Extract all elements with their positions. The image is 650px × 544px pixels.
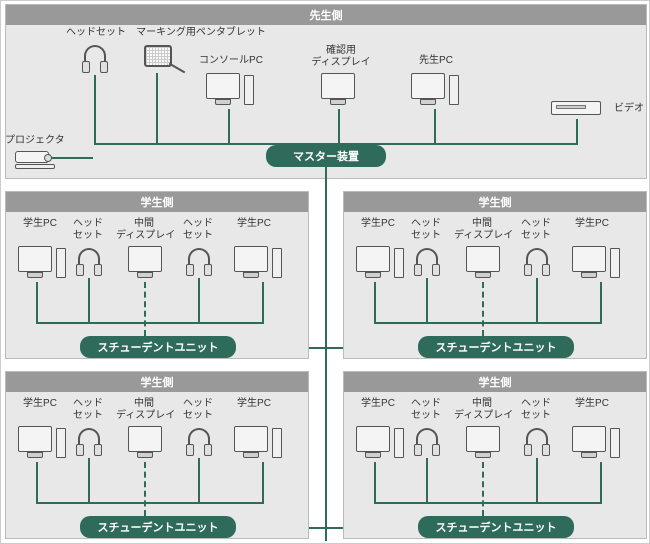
backbone-vertical xyxy=(325,165,327,541)
s4-mid-label: 中間 ディスプレイ xyxy=(454,398,510,422)
student-section-3: 学生側 学生PC ヘッド セット 中間 ディスプレイ ヘッド セット 学生PC … xyxy=(5,371,309,539)
student-header-2: 学生側 xyxy=(344,192,646,212)
s3-hs2-label: ヘッド セット xyxy=(178,398,218,422)
student-header-4: 学生側 xyxy=(344,372,646,392)
student-hub-4: スチューデントユニット xyxy=(418,516,574,538)
s4-mid-icon xyxy=(466,426,500,458)
teacher-section: 先生側 ヘッドセット マーキング用ペンタブレット コンソールPC 確認用 ディス… xyxy=(5,4,647,179)
s2-hs1-label: ヘッド セット xyxy=(406,218,446,242)
s3-pc2-icon xyxy=(234,426,268,458)
consolepc-icon xyxy=(206,73,240,105)
headset-label: ヘッドセット xyxy=(66,27,126,39)
teacher-header: 先生側 xyxy=(6,5,646,25)
video-label: ビデオ xyxy=(609,103,649,115)
s4-hs2-label: ヘッド セット xyxy=(516,398,556,422)
s2-pc2-icon xyxy=(572,246,606,278)
s1-pc2-label: 学生PC xyxy=(234,218,274,230)
s2-pc2-label: 学生PC xyxy=(572,218,612,230)
s1-hs1-icon xyxy=(78,248,100,270)
confirmdisplay-icon xyxy=(321,73,355,105)
student-header-3: 学生側 xyxy=(6,372,308,392)
s2-mid-icon xyxy=(466,246,500,278)
student-section-1: 学生側 学生PC ヘッド セット 中間 ディスプレイ ヘッド セット 学生PC … xyxy=(5,191,309,359)
student-hub-1: スチューデントユニット xyxy=(80,336,236,358)
vcr-icon xyxy=(551,101,601,115)
s3-mid-icon xyxy=(128,426,162,458)
s2-hs1-icon xyxy=(416,248,438,270)
s2-mid-label: 中間 ディスプレイ xyxy=(454,218,510,242)
s1-mid-label: 中間 ディスプレイ xyxy=(116,218,172,242)
tablet-label: マーキング用ペンタブレット xyxy=(136,27,266,39)
student-hub-3: スチューデントユニット xyxy=(80,516,236,538)
teacherpc-label: 先生PC xyxy=(406,55,466,67)
s3-hs1-label: ヘッド セット xyxy=(68,398,108,422)
s1-hs1-label: ヘッド セット xyxy=(68,218,108,242)
student-header-1: 学生側 xyxy=(6,192,308,212)
confirmdisplay-label: 確認用 ディスプレイ xyxy=(306,45,376,69)
network-diagram: 先生側 ヘッドセット マーキング用ペンタブレット コンソールPC 確認用 ディス… xyxy=(0,0,650,544)
s3-hs2-icon xyxy=(188,428,210,450)
s3-mid-label: 中間 ディスプレイ xyxy=(116,398,172,422)
s2-hs2-label: ヘッド セット xyxy=(516,218,556,242)
headset-icon xyxy=(84,45,106,67)
student-hub-2: スチューデントユニット xyxy=(418,336,574,358)
master-hub: マスター装置 xyxy=(266,145,386,167)
projector-label: プロジェクタ xyxy=(5,135,60,147)
s4-pc1-icon xyxy=(356,426,390,458)
s4-hs1-icon xyxy=(416,428,438,450)
student-section-4: 学生側 学生PC ヘッド セット 中間 ディスプレイ ヘッド セット 学生PC … xyxy=(343,371,647,539)
s1-pc2-icon xyxy=(234,246,268,278)
s4-pc2-icon xyxy=(572,426,606,458)
consolepc-label: コンソールPC xyxy=(196,55,266,67)
s1-pc1-label: 学生PC xyxy=(20,218,60,230)
s1-hs2-icon xyxy=(188,248,210,270)
teacherpc-icon xyxy=(411,73,445,105)
s1-hs2-label: ヘッド セット xyxy=(178,218,218,242)
s4-pc1-label: 学生PC xyxy=(358,398,398,410)
s2-hs2-icon xyxy=(526,248,548,270)
student-section-2: 学生側 学生PC ヘッド セット 中間 ディスプレイ ヘッド セット 学生PC … xyxy=(343,191,647,359)
s4-pc2-label: 学生PC xyxy=(572,398,612,410)
s4-hs1-label: ヘッド セット xyxy=(406,398,446,422)
s4-hs2-icon xyxy=(526,428,548,450)
s1-mid-icon xyxy=(128,246,162,278)
s2-pc1-icon xyxy=(356,246,390,278)
s3-pc2-label: 学生PC xyxy=(234,398,274,410)
tablet-icon xyxy=(144,45,172,67)
s3-pc1-icon xyxy=(18,426,52,458)
s1-pc1-icon xyxy=(18,246,52,278)
s3-pc1-label: 学生PC xyxy=(20,398,60,410)
s3-hs1-icon xyxy=(78,428,100,450)
s2-pc1-label: 学生PC xyxy=(358,218,398,230)
projector-icon xyxy=(15,151,55,169)
